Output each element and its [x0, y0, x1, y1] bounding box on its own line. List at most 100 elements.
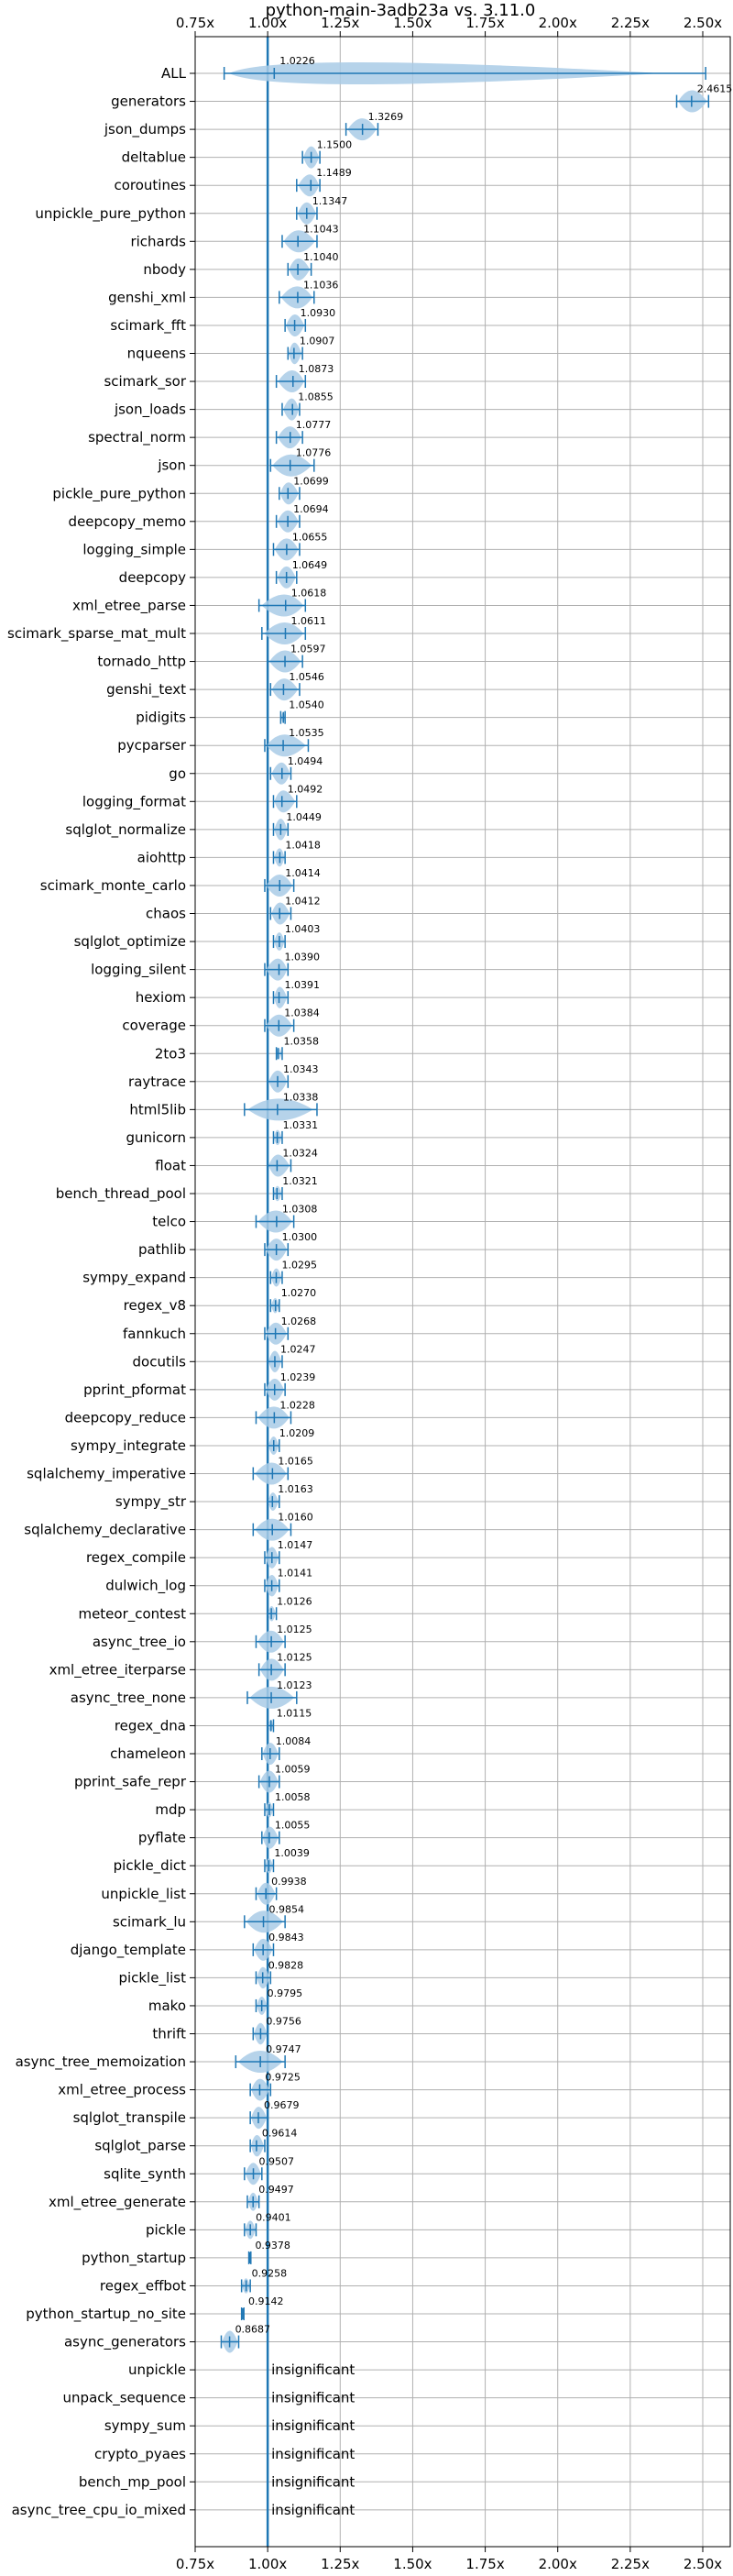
bottom-tick-label: 2.50x — [684, 2556, 722, 2572]
benchmark-name-label: nqueens — [127, 346, 186, 362]
benchmark-name-label: pprint_safe_repr — [74, 1774, 187, 1791]
benchmark-name-label: async_tree_cpu_io_mixed — [12, 2502, 186, 2519]
benchmark-name-label: sqlglot_optimize — [74, 933, 186, 951]
value-label: 1.0295 — [281, 1260, 317, 1271]
value-label: 1.1347 — [312, 195, 348, 207]
benchmark-name-label: genshi_xml — [108, 289, 186, 306]
value-label: 1.0391 — [285, 979, 321, 991]
benchmark-name-label: deepcopy_memo — [69, 513, 186, 531]
benchmark-name-label: scimark_lu — [113, 1913, 186, 1931]
benchmark-name-label: sqlalchemy_declarative — [24, 1522, 186, 1539]
benchmark-name-label: nbody — [143, 261, 186, 278]
value-label: 1.1500 — [317, 139, 353, 151]
value-label: 1.0270 — [281, 1287, 317, 1299]
benchmark-name-label: chaos — [146, 906, 186, 922]
benchmark-name-label: deltablue — [122, 149, 186, 166]
value-label: 1.0611 — [290, 615, 326, 627]
value-label: 1.0058 — [275, 1791, 311, 1803]
benchmark-name-label: meteor_contest — [78, 1605, 186, 1623]
value-label: 1.0059 — [275, 1764, 311, 1776]
benchmark-name-label: generators — [111, 94, 186, 110]
benchmark-name-label: async_generators — [64, 2334, 186, 2351]
insignificant-label: insignificant — [271, 2446, 355, 2462]
value-label: 0.9747 — [266, 2043, 301, 2055]
bottom-tick-label: 1.75x — [465, 2556, 504, 2572]
value-label: 1.0126 — [277, 1595, 312, 1607]
benchmark-name-label: sympy_expand — [82, 1270, 186, 1287]
top-tick-label: 0.75x — [176, 15, 214, 31]
value-label: 1.0147 — [278, 1539, 313, 1551]
benchmark-name-label: xml_etree_generate — [49, 2194, 186, 2211]
value-label: 0.9378 — [255, 2240, 290, 2251]
top-tick-label: 2.50x — [684, 15, 722, 31]
benchmark-name-label: html5lib — [129, 1101, 186, 1117]
value-label: 1.0418 — [285, 839, 321, 851]
benchmark-name-label: bench_mp_pool — [79, 2473, 186, 2491]
value-label: 1.0163 — [278, 1483, 313, 1495]
benchmark-name-label: coverage — [122, 1018, 186, 1034]
benchmark-name-label: deepcopy_reduce — [65, 1409, 186, 1426]
value-label: 0.9142 — [248, 2295, 284, 2307]
value-label: 1.0655 — [292, 531, 328, 543]
value-label: 1.0324 — [282, 1147, 318, 1159]
value-label: 1.0492 — [288, 783, 323, 795]
benchmark-name-label: 2to3 — [155, 1045, 186, 1062]
value-label: 1.0930 — [301, 307, 336, 319]
benchmark-name-label: python_startup — [82, 2250, 186, 2267]
benchmark-name-label: fannkuch — [123, 1326, 186, 1342]
benchmark-name-label: xml_etree_process — [58, 2082, 186, 2099]
benchmark-name-label: logging_format — [82, 793, 186, 810]
benchmark-name-label: telco — [152, 1214, 186, 1230]
benchmark-name-label: python_startup_no_site — [26, 2306, 186, 2323]
benchmark-name-label: sympy_str — [115, 1493, 187, 1511]
value-label: 1.0123 — [277, 1679, 312, 1691]
value-label: 1.0308 — [282, 1204, 318, 1216]
grid-layer — [194, 37, 730, 2547]
value-label: 1.0907 — [300, 336, 335, 347]
benchmark-name-label: sympy_integrate — [71, 1437, 186, 1455]
benchmark-name-label: pyflate — [138, 1830, 186, 1846]
value-label: 1.1036 — [303, 279, 339, 291]
benchmark-name-label: pickle — [146, 2221, 186, 2238]
benchmark-name-label: json_dumps — [104, 121, 186, 138]
bottom-tick-label: 1.25x — [321, 2556, 359, 2572]
value-label: 1.0228 — [279, 1399, 315, 1411]
top-tick-label: 2.00x — [539, 15, 577, 31]
bottom-tick-label: 1.50x — [393, 2556, 432, 2572]
benchmark-name-label: sqlglot_transpile — [73, 2109, 186, 2127]
value-label: 1.0358 — [283, 1035, 319, 1047]
top-tick-label: 1.75x — [465, 15, 504, 31]
benchmark-name-label: xml_etree_parse — [72, 597, 186, 614]
value-label: 1.0115 — [277, 1707, 312, 1719]
insignificant-label: insignificant — [271, 2473, 355, 2490]
value-label: 1.0414 — [285, 867, 321, 879]
benchmark-name-label: pathlib — [138, 1241, 186, 1258]
benchmark-name-label: async_tree_memoization — [16, 2053, 186, 2071]
chart-title: python-main-3adb23a vs. 3.11.0 — [266, 1, 536, 20]
benchmark-name-label: regex_v8 — [124, 1297, 186, 1315]
benchmark-name-label: json_loads — [114, 402, 186, 419]
value-label: 1.0226 — [279, 55, 315, 67]
bottom-tick-label: 0.75x — [176, 2556, 214, 2572]
benchmark-name-label: sqlglot_normalize — [65, 821, 186, 839]
value-label: 1.0209 — [279, 1427, 315, 1439]
value-label: 1.0160 — [278, 1512, 313, 1524]
benchmark-name-label: tornado_http — [97, 654, 186, 671]
benchmark-name-label: float — [155, 1157, 186, 1173]
benchmark-name-label: pickle_list — [118, 1969, 186, 1987]
value-label: 1.0125 — [277, 1651, 312, 1663]
value-label: 1.0055 — [275, 1820, 311, 1832]
benchmark-name-label: json — [157, 457, 186, 474]
benchmark-name-label: async_tree_io — [93, 1634, 186, 1651]
benchmark-name-label: hexiom — [136, 989, 186, 1006]
value-label: 1.0084 — [276, 1735, 312, 1747]
value-label: 1.0300 — [282, 1231, 318, 1243]
value-label: 0.9497 — [258, 2184, 294, 2196]
value-label: 1.0597 — [290, 644, 326, 655]
category-label-layer: ALL generators json_dumps deltablue coroutin… — [7, 65, 187, 2519]
benchmark-name-label: crypto_pyaes — [94, 2446, 186, 2463]
benchmark-name-label: unpack_sequence — [63, 2390, 186, 2407]
value-label: 1.0343 — [283, 1063, 319, 1075]
benchmark-name-label: pprint_pformat — [83, 1382, 186, 1399]
